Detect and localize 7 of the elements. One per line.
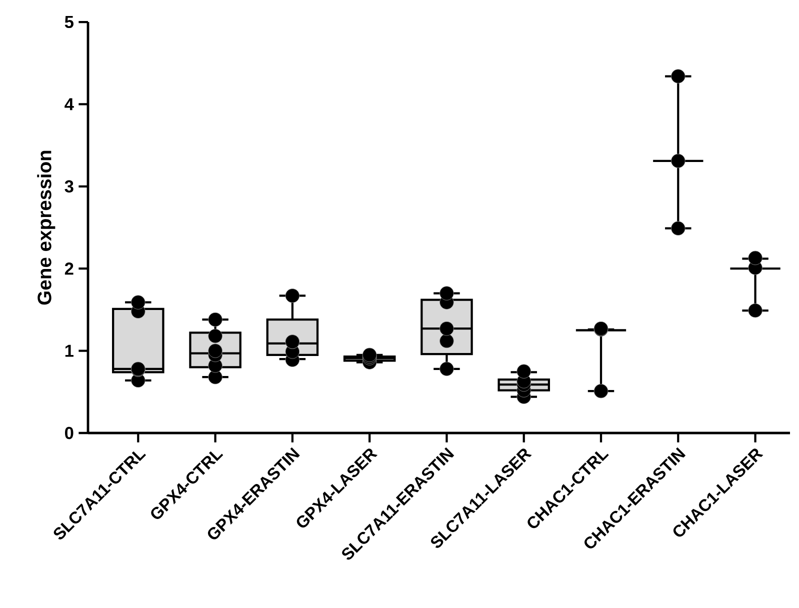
y-tick-label: 2 [64,262,74,275]
y-tick-label: 3 [64,180,74,193]
y-tick-label: 5 [64,16,74,28]
y-axis-title: Gene expression [37,150,56,305]
y-tick-label: 0 [65,426,74,440]
y-tick-label: 1 [65,344,74,357]
y-tick-label: 4 [64,98,74,110]
